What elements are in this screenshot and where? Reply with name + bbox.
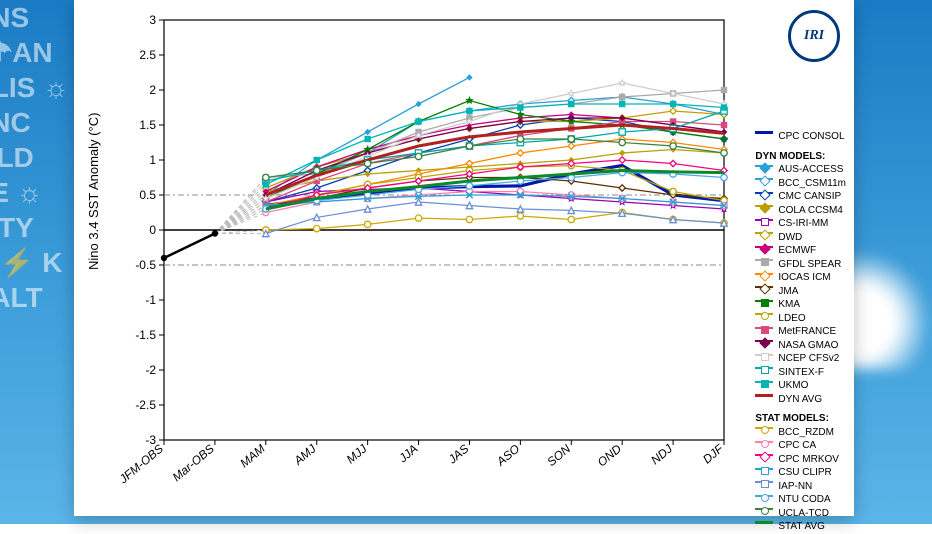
svg-text:ASO: ASO bbox=[493, 442, 522, 470]
plume-chart: IRI Nino 3.4 SST Anomaly (°C) -3-2.5-2-1… bbox=[74, 0, 854, 516]
legend-item: CPC CONSOL bbox=[755, 130, 846, 144]
svg-text:SON: SON bbox=[544, 441, 573, 469]
legend-item: UKMO bbox=[755, 379, 846, 393]
svg-text:0.5: 0.5 bbox=[139, 188, 156, 202]
legend-item: NCEP CFSv2 bbox=[755, 352, 846, 366]
svg-text:2.5: 2.5 bbox=[139, 48, 156, 62]
svg-text:JAS: JAS bbox=[445, 442, 472, 468]
legend-item: CPC CA bbox=[755, 439, 846, 453]
svg-text:1: 1 bbox=[149, 153, 156, 167]
legend-item: CSU CLIPR bbox=[755, 466, 846, 480]
chart-svg: -3-2.5-2-1.5-1-0.500.511.522.53JFM-OBSMa… bbox=[74, 0, 854, 516]
chart-legend: CPC CONSOL DYN MODELS:AUS-ACCESSBCC_CSM11… bbox=[755, 130, 846, 534]
svg-text:MAM: MAM bbox=[237, 442, 267, 471]
svg-text:-0.5: -0.5 bbox=[135, 258, 156, 272]
y-axis-label: Nino 3.4 SST Anomaly (°C) bbox=[86, 113, 101, 270]
legend-item: DYN AVG bbox=[755, 393, 846, 407]
legend-item: CMC CANSIP bbox=[755, 190, 846, 204]
legend-item: IOCAS ICM bbox=[755, 271, 846, 285]
svg-text:MJJ: MJJ bbox=[344, 441, 371, 467]
svg-text:-2: -2 bbox=[145, 363, 156, 377]
legend-item: UCLA-TCD bbox=[755, 507, 846, 521]
legend-item: LDEO bbox=[755, 312, 846, 326]
legend-item: BCC_RZDM bbox=[755, 426, 846, 440]
svg-text:-2.5: -2.5 bbox=[135, 398, 156, 412]
iri-logo: IRI bbox=[788, 10, 840, 62]
legend-item: CS-IRI-MM bbox=[755, 217, 846, 231]
svg-text:1.5: 1.5 bbox=[139, 118, 156, 132]
svg-text:JJA: JJA bbox=[395, 442, 420, 466]
svg-text:DJF: DJF bbox=[700, 441, 726, 466]
legend-item: KMA bbox=[755, 298, 846, 312]
legend-item: STAT AVG bbox=[755, 520, 846, 534]
svg-text:-1.5: -1.5 bbox=[135, 328, 156, 342]
svg-text:NDJ: NDJ bbox=[648, 441, 676, 467]
legend-item: BCC_CSM11m bbox=[755, 177, 846, 191]
svg-text:OND: OND bbox=[595, 441, 625, 469]
legend-item: SINTEX-F bbox=[755, 366, 846, 380]
legend-item: IAP-NN bbox=[755, 480, 846, 494]
legend-item: AUS-ACCESS bbox=[755, 163, 846, 177]
legend-item: NTU CODA bbox=[755, 493, 846, 507]
svg-text:Mar-OBS: Mar-OBS bbox=[170, 442, 217, 485]
svg-text:-1: -1 bbox=[145, 293, 156, 307]
legend-item: JMA bbox=[755, 285, 846, 299]
legend-item: COLA CCSM4 bbox=[755, 204, 846, 218]
legend-item: DWD bbox=[755, 231, 846, 245]
legend-item: ECMWF bbox=[755, 244, 846, 258]
svg-text:0: 0 bbox=[149, 223, 156, 237]
svg-text:JFM-OBS: JFM-OBS bbox=[116, 442, 166, 487]
svg-text:3: 3 bbox=[149, 13, 156, 27]
legend-item: NASA GMAO bbox=[755, 339, 846, 353]
svg-text:2: 2 bbox=[149, 83, 156, 97]
legend-item: GFDL SPEAR bbox=[755, 258, 846, 272]
legend-header: DYN MODELS: bbox=[755, 150, 846, 164]
legend-header: STAT MODELS: bbox=[755, 412, 846, 426]
legend-item: CPC MRKOV bbox=[755, 453, 846, 467]
legend-item: MetFRANCE bbox=[755, 325, 846, 339]
svg-text:AMJ: AMJ bbox=[291, 441, 320, 468]
